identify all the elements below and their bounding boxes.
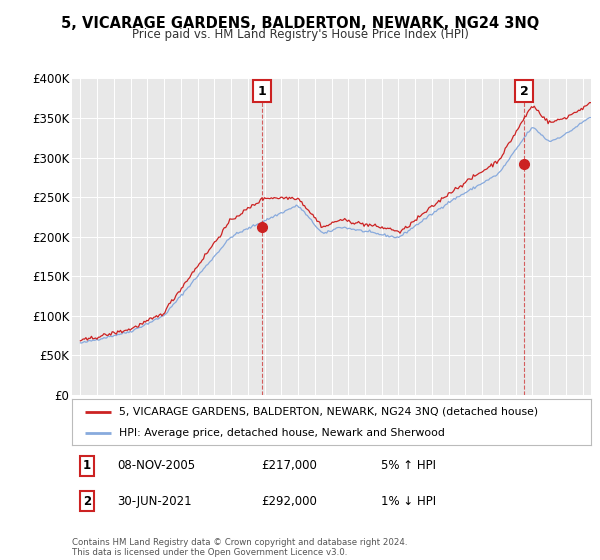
Text: 2: 2 [520, 85, 529, 97]
Text: £292,000: £292,000 [261, 494, 317, 508]
Text: Contains HM Land Registry data © Crown copyright and database right 2024.
This d: Contains HM Land Registry data © Crown c… [72, 538, 407, 557]
Text: Price paid vs. HM Land Registry's House Price Index (HPI): Price paid vs. HM Land Registry's House … [131, 28, 469, 41]
Text: 5, VICARAGE GARDENS, BALDERTON, NEWARK, NG24 3NQ (detached house): 5, VICARAGE GARDENS, BALDERTON, NEWARK, … [119, 407, 538, 417]
Text: 5% ↑ HPI: 5% ↑ HPI [381, 459, 436, 473]
Text: 1: 1 [257, 85, 266, 97]
Text: 5, VICARAGE GARDENS, BALDERTON, NEWARK, NG24 3NQ: 5, VICARAGE GARDENS, BALDERTON, NEWARK, … [61, 16, 539, 31]
Text: HPI: Average price, detached house, Newark and Sherwood: HPI: Average price, detached house, Newa… [119, 428, 445, 438]
Text: 30-JUN-2021: 30-JUN-2021 [117, 494, 191, 508]
Text: 1: 1 [83, 459, 91, 473]
Text: £217,000: £217,000 [261, 459, 317, 473]
Text: 1% ↓ HPI: 1% ↓ HPI [381, 494, 436, 508]
Text: 2: 2 [83, 494, 91, 508]
Text: 08-NOV-2005: 08-NOV-2005 [117, 459, 195, 473]
